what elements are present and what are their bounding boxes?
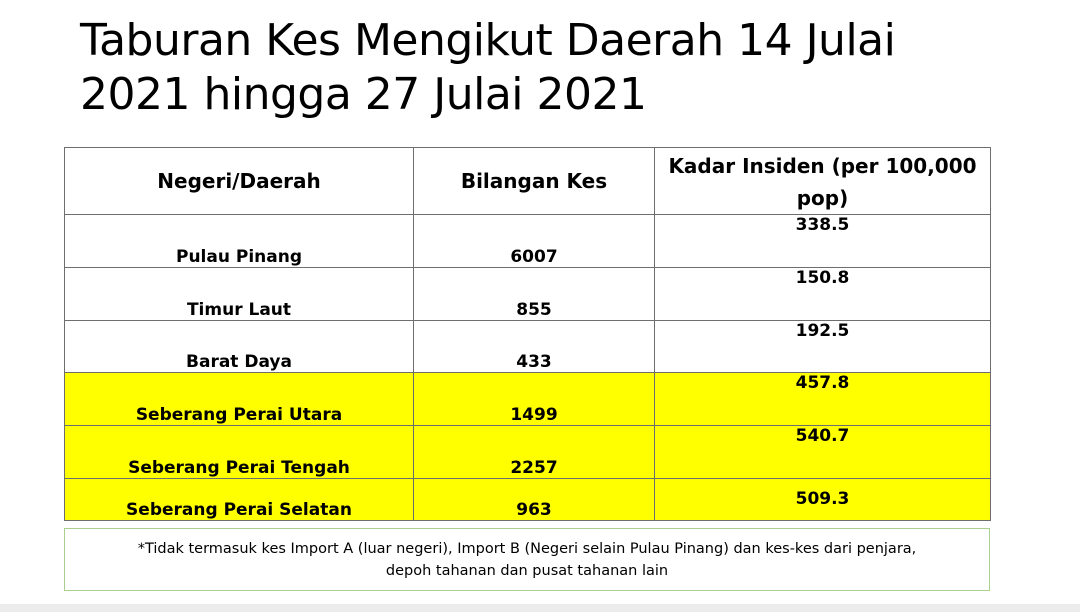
footnote-line-2: depoh tahanan dan pusat tahanan lain	[385, 563, 669, 579]
region-cell: Timur Laut	[64, 267, 414, 321]
header-rate: Kadar Insiden (per 100,000 pop)	[654, 147, 991, 215]
table-row: Barat Daya 433 192.5	[64, 320, 991, 373]
cases-cell: 2257	[413, 425, 655, 479]
header-cases: Bilangan Kes	[413, 147, 655, 215]
cases-cell: 433	[413, 320, 655, 373]
rate-cell: 540.7	[654, 425, 991, 479]
slide-title-line-2: 2021 hingga 27 Julai 2021	[80, 69, 647, 120]
rate-cell: 457.8	[654, 372, 991, 426]
rate-cell: 150.8	[654, 267, 991, 321]
table-header-row: Negeri/Daerah Bilangan Kes Kadar Insiden…	[64, 147, 991, 215]
slide-title-line-1: Taburan Kes Mengikut Daerah 14 Julai	[80, 15, 896, 66]
case-distribution-table: Negeri/Daerah Bilangan Kes Kadar Insiden…	[64, 147, 991, 521]
header-region: Negeri/Daerah	[64, 147, 414, 215]
region-cell: Seberang Perai Selatan	[64, 478, 414, 521]
cases-cell: 855	[413, 267, 655, 321]
footnote-line-1: *Tidak termasuk kes Import A (luar neger…	[137, 541, 917, 557]
rate-cell: 509.3	[654, 478, 991, 521]
region-cell: Pulau Pinang	[64, 214, 414, 268]
cases-cell: 1499	[413, 372, 655, 426]
rate-cell: 338.5	[654, 214, 991, 268]
table-row-highlighted: Seberang Perai Selatan 963 509.3	[64, 478, 991, 521]
slide-title: Taburan Kes Mengikut Daerah 14 Julai 202…	[80, 14, 1040, 122]
table-row-highlighted: Seberang Perai Tengah 2257 540.7	[64, 425, 991, 479]
table-row: Pulau Pinang 6007 338.5	[64, 214, 991, 268]
region-cell: Barat Daya	[64, 320, 414, 373]
region-cell: Seberang Perai Tengah	[64, 425, 414, 479]
footnote-box: *Tidak termasuk kes Import A (luar neger…	[64, 528, 990, 591]
cases-cell: 963	[413, 478, 655, 521]
table-row: Timur Laut 855 150.8	[64, 267, 991, 321]
cases-cell: 6007	[413, 214, 655, 268]
region-cell: Seberang Perai Utara	[64, 372, 414, 426]
window-bottom-edge	[0, 604, 1080, 612]
rate-cell: 192.5	[654, 320, 991, 373]
table-row-highlighted: Seberang Perai Utara 1499 457.8	[64, 372, 991, 426]
